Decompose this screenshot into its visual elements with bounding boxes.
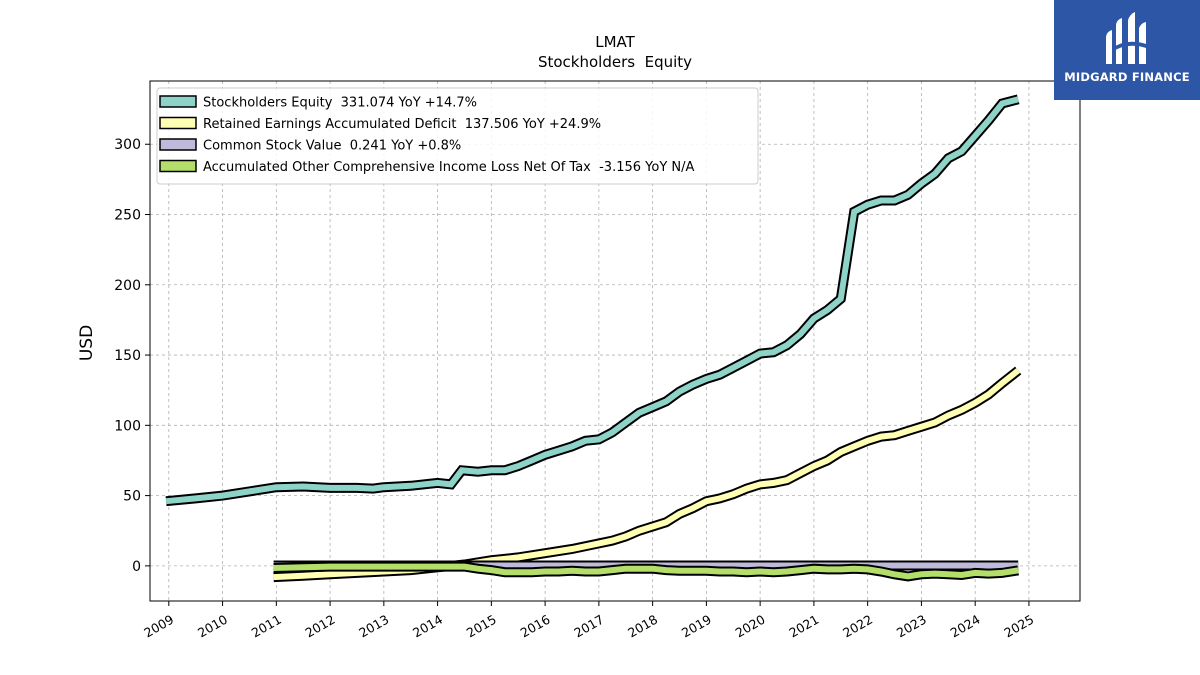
x-tick-label: 2009	[141, 612, 176, 641]
series-line-0	[165, 96, 1019, 505]
x-tick-label: 2022	[840, 612, 875, 641]
x-tick-label: 2010	[195, 612, 230, 641]
y-tick-label: 250	[114, 208, 141, 224]
x-tick-label: 2023	[894, 612, 929, 641]
series-layer	[165, 94, 1022, 583]
legend-box	[156, 87, 759, 185]
x-tick-label: 2019	[679, 612, 714, 641]
x-tick-label: 2014	[410, 612, 445, 641]
x-tick-label: 2011	[249, 612, 284, 641]
y-tick-label: 100	[114, 418, 141, 434]
y-tick-label: 300	[114, 137, 141, 153]
x-tick-label: 2024	[948, 612, 983, 641]
midgard-logo-icon	[1106, 12, 1146, 64]
x-tick-label: 2012	[303, 612, 338, 641]
x-tick-label: 2013	[356, 612, 391, 641]
brand-logo: MIDGARD FINANCE	[1054, 0, 1200, 100]
x-tick-label: 2025	[1001, 612, 1036, 641]
y-tick-label: 50	[123, 489, 141, 505]
chart-title: LMAT	[595, 33, 635, 51]
x-tick-label: 2017	[571, 612, 606, 641]
y-tick-label: 0	[132, 559, 141, 575]
y-tick-label: 200	[114, 278, 141, 294]
plot-frame	[149, 80, 1081, 602]
x-tick-label: 2021	[786, 612, 821, 641]
x-tick-label: 2018	[625, 612, 660, 641]
legend-label: Retained Earnings Accumulated Deficit 13…	[203, 117, 601, 132]
legend-swatch	[159, 159, 197, 173]
x-tick-label: 2015	[464, 612, 499, 641]
legend-label: Accumulated Other Comprehensive Income L…	[203, 160, 694, 175]
legend-swatch	[159, 116, 197, 130]
legend-swatch	[159, 138, 197, 151]
legend-swatch	[159, 95, 197, 108]
legend-label: Stockholders Equity 331.074 YoY +14.7%	[203, 96, 477, 111]
series-outline-1	[273, 366, 1022, 583]
legend: Stockholders Equity 331.074 YoY +14.7% Re…	[156, 87, 759, 185]
brand-name: MIDGARD FINANCE	[1064, 70, 1190, 84]
x-tick-label: 2016	[518, 612, 553, 641]
y-axis-label: USD	[77, 325, 97, 361]
series-line-3	[273, 563, 1019, 580]
series-line-1	[273, 368, 1021, 581]
y-tick-label: 150	[114, 348, 141, 364]
chart-subtitle: Stockholders Equity	[538, 53, 692, 71]
legend-label: Common Stock Value 0.241 YoY +0.8%	[203, 139, 461, 154]
x-tick-label: 2020	[733, 612, 768, 641]
